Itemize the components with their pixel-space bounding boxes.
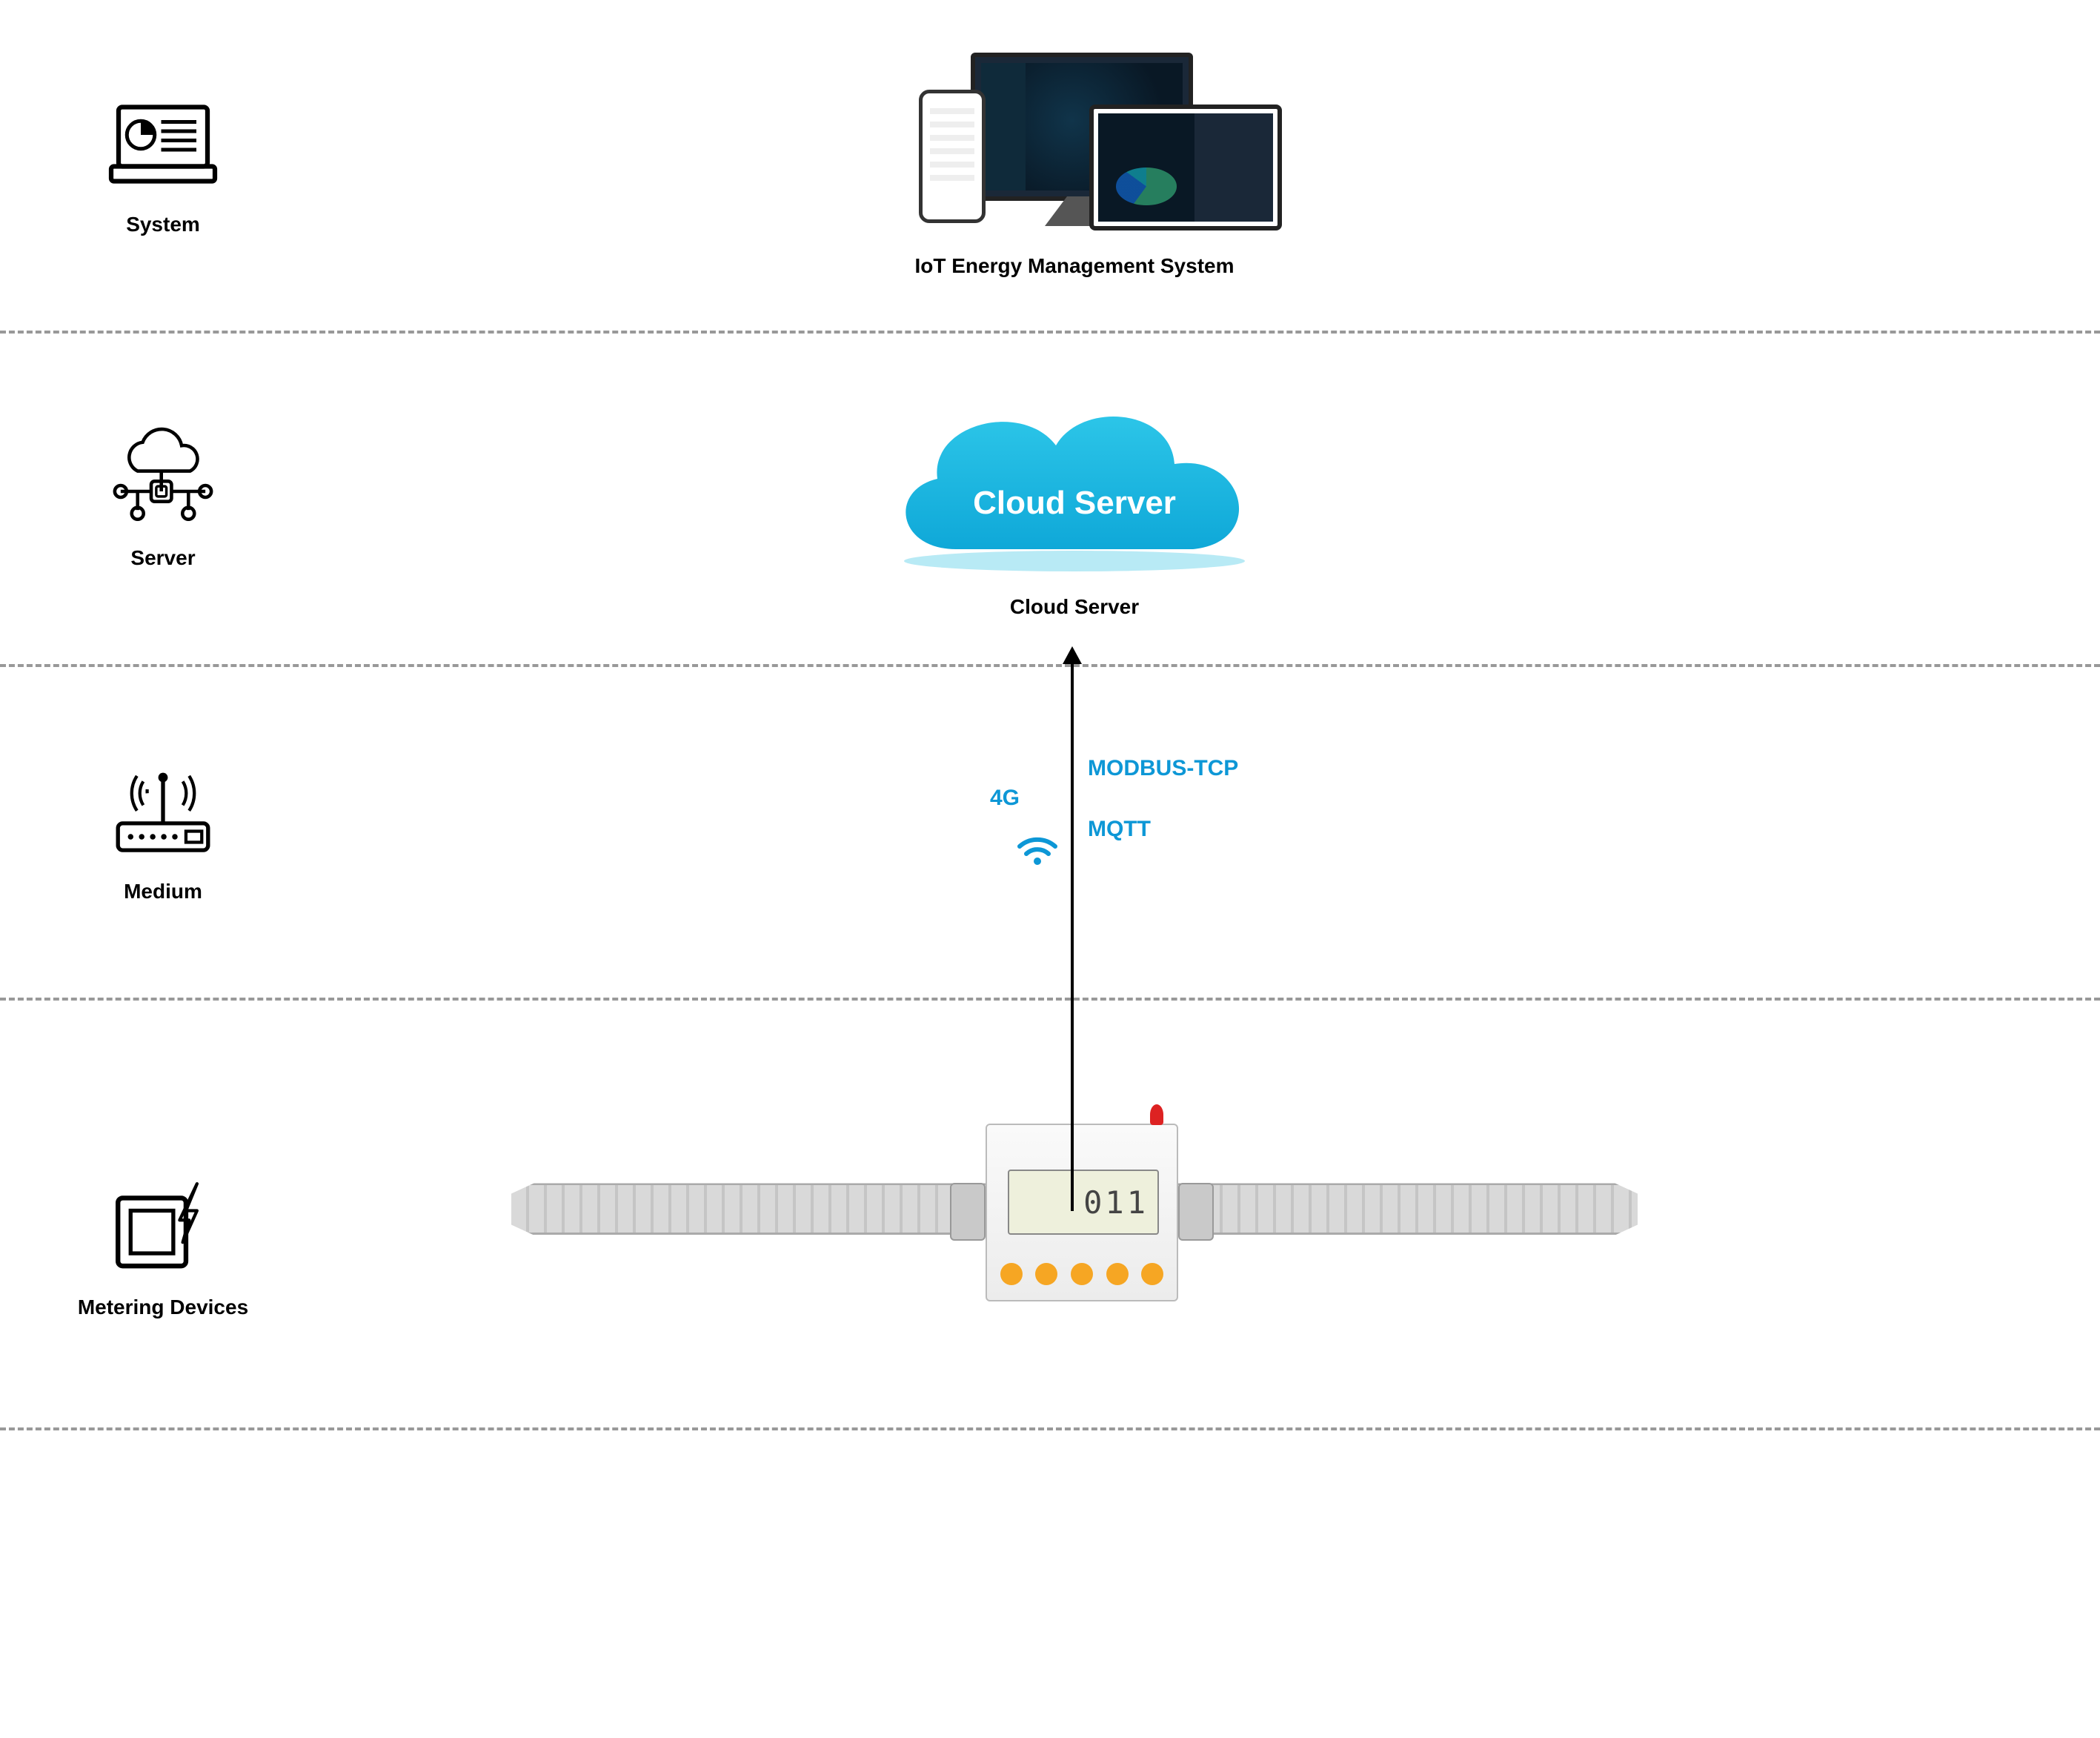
layer-server: Server Cloud Server Cloud Server (0, 334, 2100, 667)
arrow-head (1063, 645, 1082, 664)
router-icon (104, 761, 222, 865)
mock-phone (919, 90, 986, 223)
label-mqtt: MQTT (1088, 817, 1151, 842)
meter-clip-left (950, 1183, 986, 1241)
system-label: System (74, 213, 252, 236)
label-modbus: MODBUS-TCP (1088, 756, 1238, 781)
devices-label: Metering Devices (74, 1296, 252, 1319)
energy-meter: 011 (986, 1124, 1178, 1301)
medium-label: Medium (74, 880, 252, 903)
devices-right: 011 (741, 1094, 1408, 1316)
devices-left: Metering Devices (74, 1177, 252, 1319)
server-label: Server (74, 546, 252, 570)
system-right-label: IoT Energy Management System (741, 254, 1408, 278)
cloud-network-icon (104, 428, 222, 531)
mock-tablet (1089, 105, 1282, 230)
wifi-icon (1015, 830, 1060, 875)
system-right: IoT Energy Management System (741, 53, 1408, 278)
device-mockups (867, 53, 1282, 245)
label-4g: 4G (990, 786, 1020, 811)
meter-clip-right (1178, 1183, 1214, 1241)
meter-buttons (987, 1263, 1177, 1285)
meter-bolt-icon (104, 1177, 222, 1281)
meter-lcd: 011 (1008, 1170, 1159, 1235)
medium-left: Medium (74, 761, 252, 903)
laptop-chart-icon (104, 94, 222, 198)
cloud-graphic: Cloud Server (867, 379, 1282, 586)
cloud-text: Cloud Server (867, 485, 1282, 522)
arrow-line (1071, 663, 1074, 1211)
system-left: System (74, 94, 252, 236)
layer-system: System IoT Energy Management System (0, 0, 2100, 334)
server-right: Cloud Server Cloud Server (741, 379, 1408, 619)
layer-devices: Metering Devices 011 (0, 1001, 2100, 1430)
server-right-label: Cloud Server (741, 595, 1408, 619)
server-left: Server (74, 428, 252, 570)
